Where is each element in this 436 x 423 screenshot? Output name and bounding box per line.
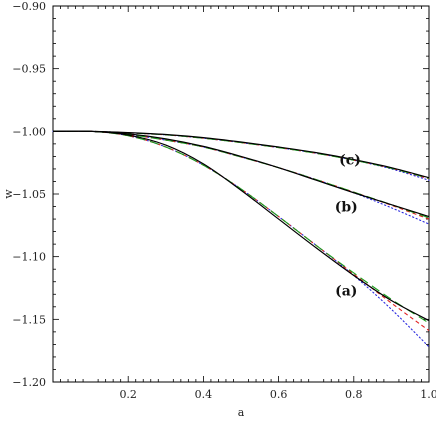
x-tick-label: 0.6 (270, 388, 288, 401)
plot-frame (52, 5, 430, 383)
series-line-b-solid (52, 130, 430, 218)
y-tick-label: −1.05 (12, 188, 46, 201)
curve-label: (b) (335, 200, 358, 216)
x-tick-label: 0.4 (195, 388, 213, 401)
series (52, 130, 430, 348)
series-line-c-dash (52, 130, 430, 180)
x-tick-label: 0.2 (119, 388, 137, 401)
y-tick-label: −0.90 (12, 0, 46, 13)
y-tick-label: −1.20 (12, 376, 46, 389)
x-tick-label: 0.8 (345, 388, 363, 401)
y-tick-label: −1.15 (12, 313, 46, 326)
series-line-c-long-dash (52, 130, 430, 179)
x-tick-label: 1.0 (420, 388, 436, 401)
series-line-a-solid (52, 130, 430, 322)
annotations: (c) (b) (a) (335, 153, 361, 300)
labels: a w (2, 189, 245, 419)
y-tick-label: −0.95 (12, 63, 46, 76)
y-axis-label: w (2, 189, 15, 199)
series-line-b-long-dash (52, 130, 430, 219)
y-tick-label: −1.00 (12, 125, 46, 138)
axes (52, 5, 430, 383)
ticks: 0.2 0.4 0.6 0.8 1.0 −0.90 −0.95 −1.00 −1.05 −1.10… (12, 0, 436, 401)
series-line-b-dash (52, 130, 430, 220)
x-axis-label: a (238, 406, 245, 419)
series-line-a-dash (52, 130, 430, 332)
curve-label: (a) (335, 284, 357, 300)
series-line-b-dot (52, 130, 430, 225)
series-line-c-dot (52, 130, 430, 181)
series-line-c-solid (52, 130, 430, 179)
series-line-a-long-dash (52, 130, 430, 324)
y-tick-label: −1.10 (12, 251, 46, 264)
curve-label: (c) (339, 153, 361, 169)
